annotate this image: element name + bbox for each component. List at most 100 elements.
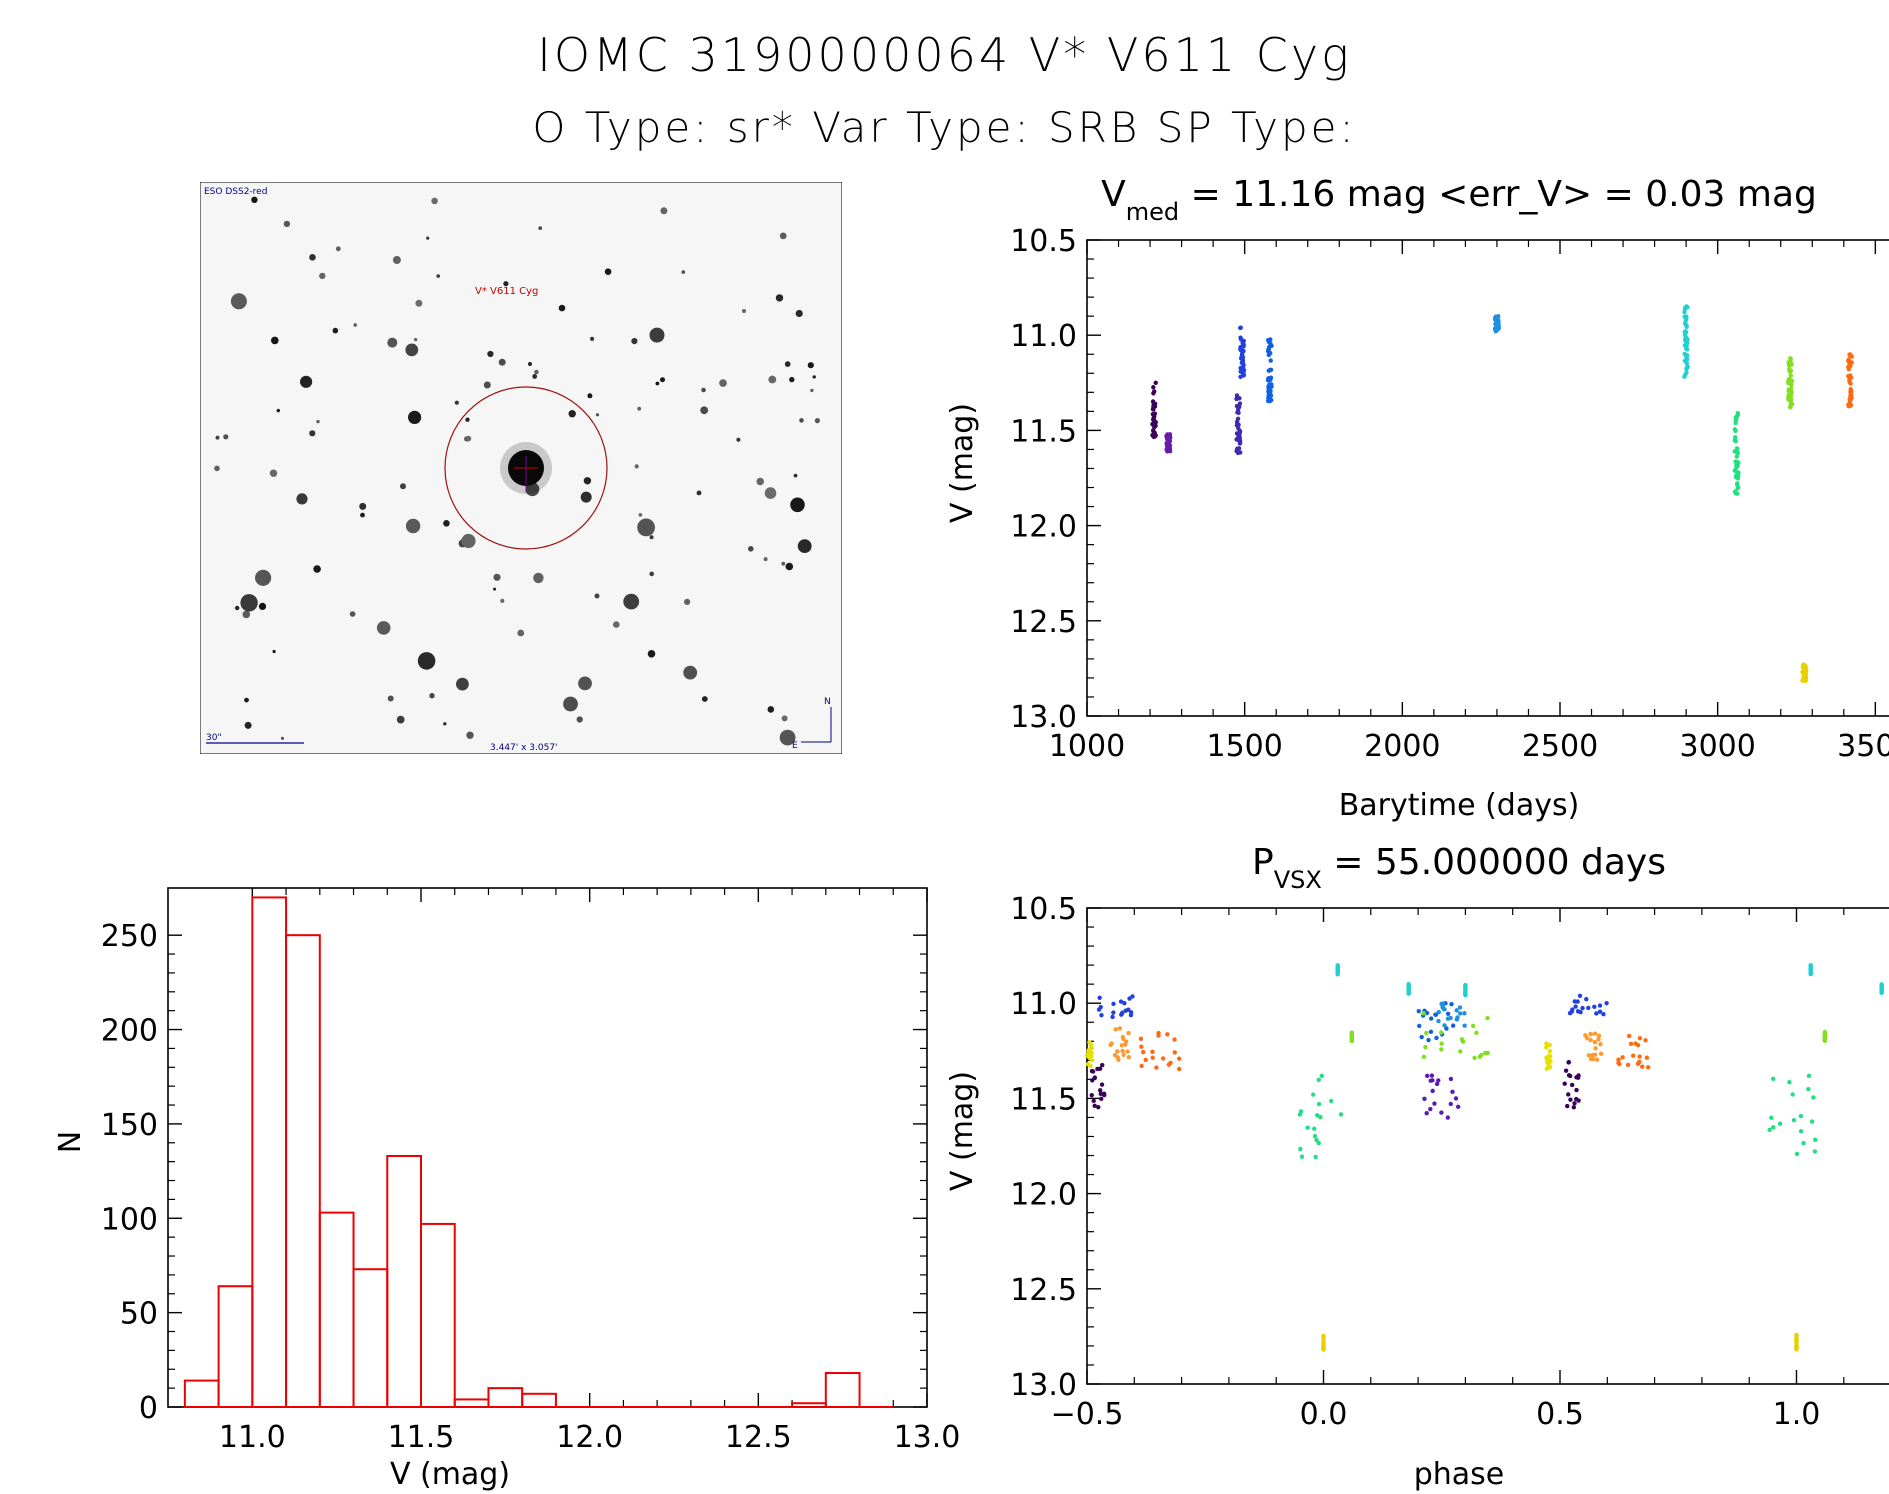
lightcurve-point [1496,323,1501,329]
lightcurve-point [1847,400,1852,406]
phased-point [1628,1041,1634,1046]
star [242,610,251,619]
phased-point [1120,1048,1125,1054]
scale-label: 30" [206,733,222,743]
lightcurve-point [1267,384,1273,389]
phased-point [1547,1064,1553,1069]
star [230,293,247,310]
star [405,343,419,357]
phased-point [1543,1045,1549,1050]
star [568,410,576,418]
phased-point [1592,1031,1598,1036]
phased-point [1442,1023,1447,1028]
lightcurve-point [1732,427,1738,432]
lightcurve-point [1801,669,1806,675]
lightcurve-point [1235,395,1240,400]
phased-point [1115,1055,1120,1060]
phased-point [1091,1098,1096,1104]
phased-point [1438,1030,1444,1035]
star [296,493,308,505]
phased-point [1096,1105,1101,1110]
lightcurve-point [1848,354,1853,359]
star [271,336,279,345]
star [456,677,469,691]
phased-point [1088,1042,1094,1048]
star [578,676,592,691]
phased-point [1445,1011,1451,1016]
star [487,350,494,358]
phased-point [1794,1343,1799,1349]
star [335,246,341,252]
phased-point [1791,1117,1797,1123]
phased-point [1586,1005,1591,1011]
star [638,513,643,517]
lightcurve-point [1238,337,1244,342]
phased-point [1172,1037,1177,1042]
phased-point [1086,1050,1091,1055]
lightcurve-point [1789,389,1794,395]
histogram-bar [521,1392,557,1408]
star [349,611,356,617]
star [461,533,476,549]
phased-ytick-label: 10.5 [1010,892,1077,927]
star [701,387,706,393]
lightcurve-point [1847,397,1852,402]
star [538,226,543,230]
phased-point [1777,1121,1783,1126]
star [500,598,505,603]
star [700,406,709,415]
phased-point [1434,1035,1439,1041]
phased-point [1463,987,1468,993]
lightcurve-point [1237,428,1243,434]
phased-point [1580,1005,1585,1011]
phased-point [1312,1133,1318,1139]
lightcurve-point [1788,373,1793,378]
histogram-bar [183,1379,220,1409]
phased-point [1126,1007,1131,1012]
phased-point [1601,1012,1606,1017]
phased-point [1547,1048,1553,1054]
phased-point [1448,1101,1453,1107]
lightcurve-point [1492,317,1498,322]
phased-point [1574,1096,1579,1102]
phased-point [1567,1073,1573,1079]
lightcurve-point [1238,365,1243,371]
phased-ylabel: V (mag) [945,1071,980,1191]
phased-point [1596,1033,1602,1038]
star [392,256,401,264]
star [604,268,612,275]
star [655,381,660,386]
phased-xtick-label: −0.5 [1051,1397,1124,1432]
lightcurve-point [1682,332,1688,338]
lightcurve-point [1237,440,1243,445]
star [790,497,805,513]
phased-point [1463,983,1468,989]
lightcurve-point [1265,348,1271,354]
lightcurve-point [1733,467,1738,472]
phased-point [1416,1008,1421,1014]
phased-point [1139,1044,1144,1049]
phased-point [1569,1082,1575,1088]
star [240,594,258,612]
phased-point [1485,1050,1490,1056]
lightcurve-point [1238,356,1244,361]
phased-point [1598,1041,1603,1047]
histogram-bar [285,934,321,1408]
phased-point [1419,1034,1424,1040]
star [272,649,276,654]
phased-point [1423,1044,1428,1050]
histogram-chart: 11.0 11.5 12.0 12.5 13.0 0 50 100 150 200 250 V (m… [53,887,960,1492]
lightcurve-xtick-label: 1000 [1049,729,1125,764]
star [795,309,803,318]
star [258,602,267,610]
histogram-xtick-label: 11.0 [219,1420,286,1455]
lightcurve-point [1733,420,1738,426]
phased-point [1458,1049,1463,1054]
star [235,605,240,611]
phased-point [1565,1103,1570,1109]
lightcurve-xtick-label: 2000 [1364,729,1440,764]
phased-point [1798,1113,1804,1119]
star [517,629,525,637]
star [215,435,220,440]
star [426,236,430,240]
